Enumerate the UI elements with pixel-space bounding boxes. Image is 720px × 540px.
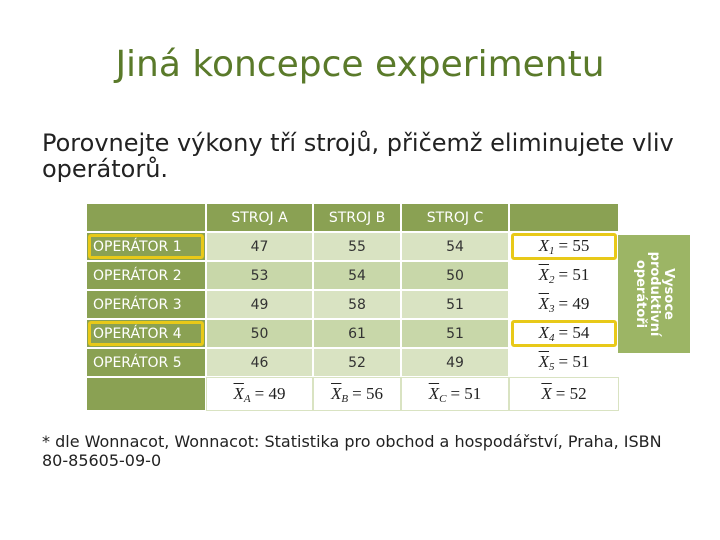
table-cell: 55: [313, 232, 401, 261]
x-bar-symbol: X: [538, 236, 550, 255]
mean-formula: X = 52: [541, 384, 586, 404]
x-bar-symbol: X: [538, 352, 550, 371]
mean-subscript: C: [439, 392, 447, 405]
mean-subscript: 1: [549, 245, 555, 257]
operator-label: OPERÁTOR 1: [86, 232, 206, 261]
mean-subscript: 5: [549, 361, 555, 373]
mean-value: = 54: [558, 323, 590, 342]
column-mean: XB = 56: [313, 377, 401, 411]
side-label: Vysoce produktivní operátoři: [618, 235, 690, 353]
column-mean: XA = 49: [206, 377, 313, 411]
intro-text: Porovnejte výkony tří strojů, přičemž el…: [42, 129, 674, 183]
mean-value: = 51: [450, 383, 482, 403]
table-cell: 54: [313, 261, 401, 290]
header-mean-col: [509, 203, 619, 232]
data-table: STROJ A STROJ B STROJ C OPERÁTOR 1 47 55 54 X1 =…: [86, 203, 619, 411]
table-cell: 49: [401, 348, 509, 377]
table-cell: 49: [206, 290, 313, 319]
mean-subscript: A: [243, 392, 251, 405]
x-bar-symbol: X: [538, 323, 550, 342]
table-cell: 50: [401, 261, 509, 290]
mean-subscript: 3: [549, 303, 555, 315]
table-cell: 52: [313, 348, 401, 377]
operator-label: OPERÁTOR 3: [86, 290, 206, 319]
mean-formula: XB = 56: [331, 384, 383, 405]
x-bar-symbol: X: [538, 294, 550, 313]
row-mean: X3 = 49: [513, 292, 615, 317]
side-label-text: Vysoce produktivní operátoři: [633, 251, 676, 337]
slide-title: Jiná koncepce experimentu: [115, 44, 605, 85]
column-mean: XC = 51: [401, 377, 509, 411]
mean-formula: XA = 49: [234, 384, 286, 405]
grand-mean: X = 52: [509, 377, 619, 411]
row-mean: X1 = 55: [513, 234, 615, 259]
table-cell: 51: [401, 319, 509, 348]
mean-subscript: 2: [549, 274, 555, 286]
mean-value: = 49: [254, 383, 286, 403]
operator-label: OPERÁTOR 5: [86, 348, 206, 377]
x-bar-symbol: X: [331, 383, 342, 403]
column-header: STROJ A: [206, 203, 313, 232]
x-bar-symbol: X: [428, 383, 440, 403]
table-cell: 51: [401, 290, 509, 319]
column-header: STROJ B: [313, 203, 401, 232]
mean-formula: X1 = 55: [539, 236, 590, 257]
mean-formula: XC = 51: [429, 384, 482, 405]
table-cell: 47: [206, 232, 313, 261]
table-cell: 50: [206, 319, 313, 348]
x-bar-symbol: X: [233, 383, 244, 403]
table-cell: 53: [206, 261, 313, 290]
table-cell: 58: [313, 290, 401, 319]
row-mean: X4 = 54: [513, 321, 615, 346]
x-bar-symbol: X: [541, 384, 552, 403]
mean-formula: X5 = 51: [539, 352, 590, 373]
table-cell: 54: [401, 232, 509, 261]
mean-value: = 49: [558, 294, 590, 313]
mean-subscript: 4: [549, 332, 555, 344]
column-header: STROJ C: [401, 203, 509, 232]
mean-formula: X4 = 54: [539, 323, 590, 344]
mean-value: = 56: [352, 383, 383, 403]
mean-subscript: B: [341, 392, 349, 405]
row-mean: X5 = 51: [513, 350, 615, 375]
mean-value: = 55: [558, 236, 590, 255]
means-corner: [86, 377, 206, 411]
operator-label: OPERÁTOR 4: [86, 319, 206, 348]
header-corner: [86, 203, 206, 232]
mean-formula: X3 = 49: [539, 294, 590, 315]
table-cell: 46: [206, 348, 313, 377]
mean-value: = 51: [558, 352, 590, 371]
x-bar-symbol: X: [538, 265, 550, 284]
mean-formula: X2 = 51: [539, 265, 590, 286]
mean-value: = 51: [558, 265, 590, 284]
table-cell: 61: [313, 319, 401, 348]
operator-label: OPERÁTOR 2: [86, 261, 206, 290]
footnote: * dle Wonnacot, Wonnacot: Statistika pro…: [42, 432, 662, 470]
row-mean: X2 = 51: [513, 263, 615, 288]
mean-value: = 52: [555, 384, 587, 403]
